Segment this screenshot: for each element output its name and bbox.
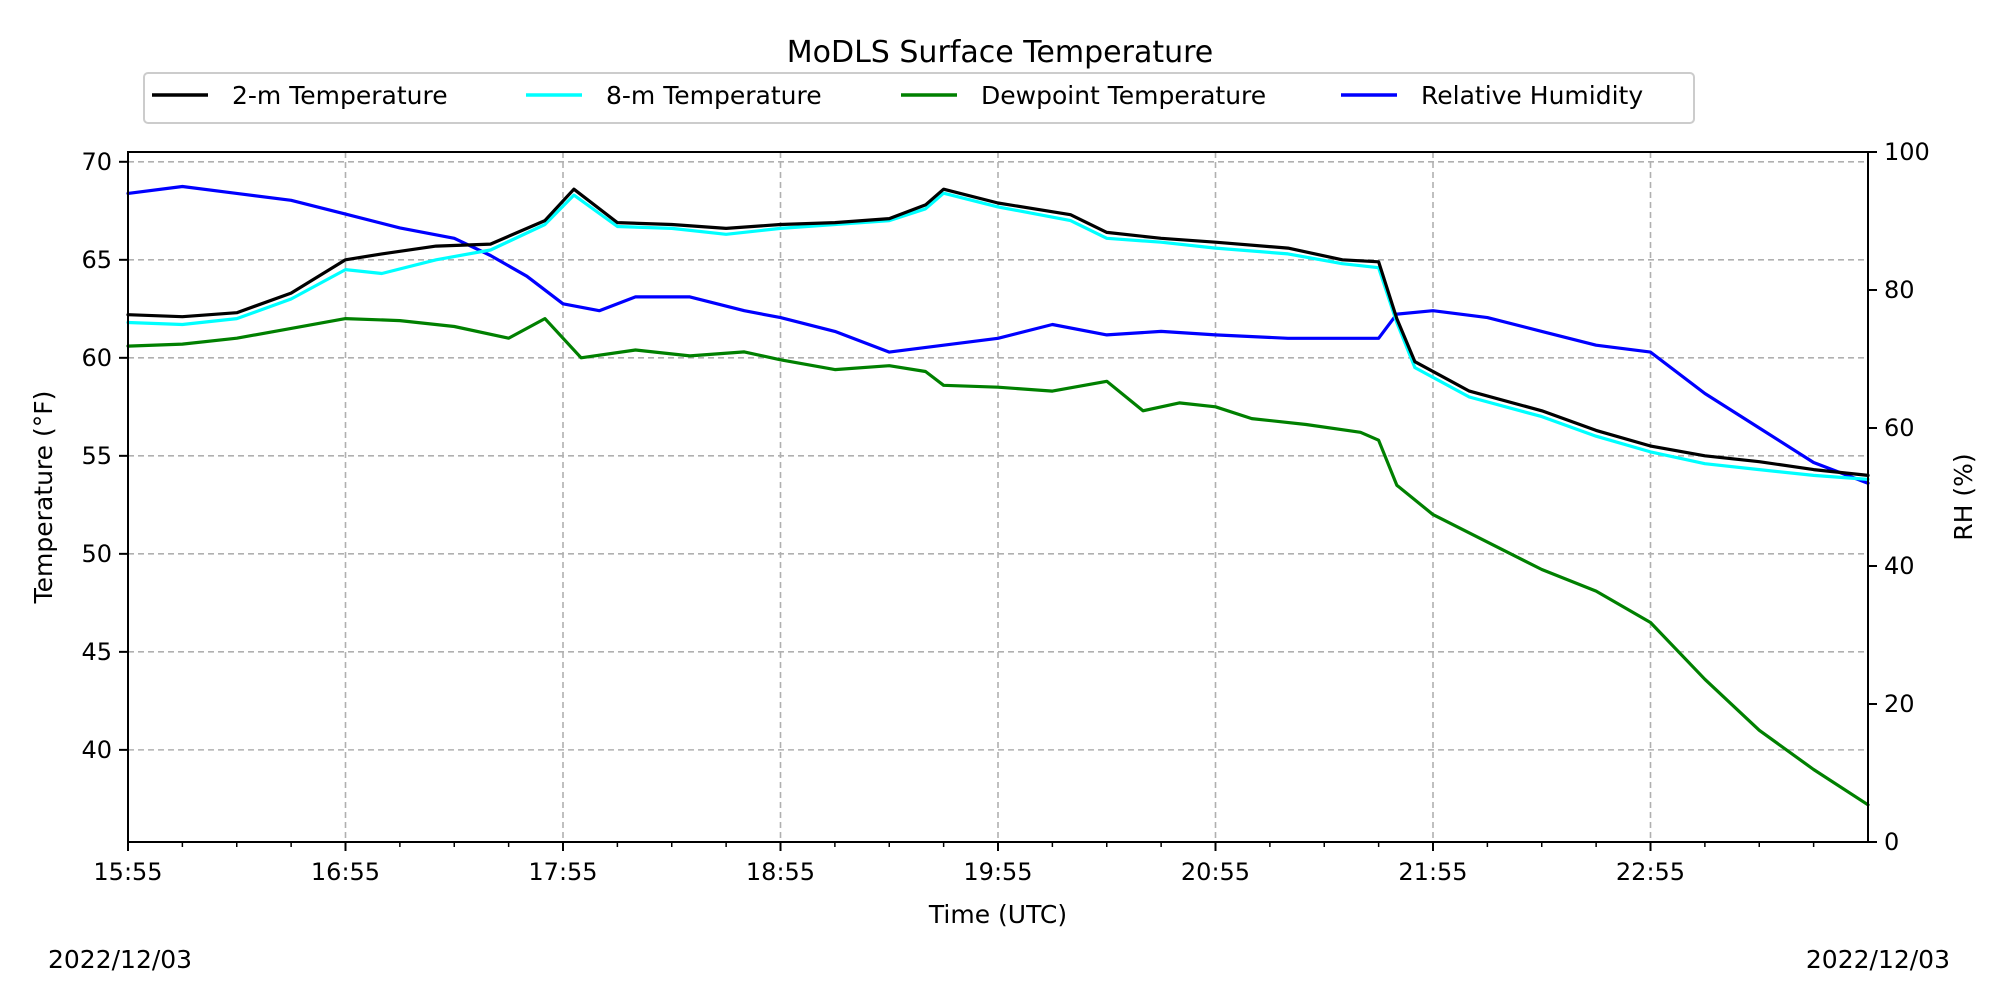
x-tick-label: 16:55 [311, 858, 380, 886]
legend-label: 8-m Temperature [606, 81, 822, 110]
legend-label: Relative Humidity [1421, 81, 1643, 110]
y-tick-label: 50 [81, 540, 112, 568]
y-axis-ticks: 40 45 50 55 60 65 70 [81, 148, 128, 764]
legend-box [143, 72, 1695, 124]
y2-tick-label: 60 [1884, 414, 1915, 442]
x-tick-label: 21:55 [1398, 858, 1467, 886]
x-axis-label: Time (UTC) [928, 900, 1067, 929]
x-tick-label: 20:55 [1181, 858, 1250, 886]
y2-tick-label: 100 [1884, 138, 1930, 166]
x-tick-label: 22:55 [1616, 858, 1685, 886]
x-tick-label: 15:55 [93, 858, 162, 886]
y-tick-label: 60 [81, 344, 112, 372]
y-tick-label: 55 [81, 442, 112, 470]
series-line-dewpoint-temperature [126, 317, 1870, 807]
x-tick-label: 19:55 [963, 858, 1032, 886]
x-tick-label: 18:55 [746, 858, 815, 886]
date-right: 2022/12/03 [1806, 945, 1950, 974]
y2-tick-label: 40 [1884, 552, 1915, 580]
y2-axis-ticks: 0 20 40 60 80 100 [1868, 138, 1930, 856]
series-lines [126, 184, 1870, 807]
legend-entries: 2-m Temperature 8-m Temperature Dewpoint T… [152, 81, 1643, 110]
x-tick-label: 17:55 [528, 858, 597, 886]
x-axis-ticks: 15:55 16:55 17:55 18:55 19:55 20:55 21:55 22:55 [93, 842, 1815, 886]
chart-title: MoDLS Surface Temperature [787, 35, 1214, 70]
legend-label: 2-m Temperature [232, 81, 448, 110]
date-left: 2022/12/03 [48, 945, 192, 974]
y-tick-label: 40 [81, 736, 112, 764]
y-axis-label: Temperature (°F) [29, 391, 58, 605]
legend: 2-m Temperature 8-m Temperature Dewpoint T… [143, 72, 1695, 124]
series-line-relative-humidity [126, 184, 1870, 485]
y-tick-label: 70 [81, 148, 112, 176]
y-tick-label: 65 [81, 246, 112, 274]
series-line-8-m-temperature [126, 191, 1870, 481]
y2-tick-label: 80 [1884, 276, 1915, 304]
grid-lines [128, 152, 1868, 842]
series-line-2-m-temperature [126, 187, 1870, 477]
y2-axis-label: RH (%) [1949, 453, 1978, 540]
y-tick-label: 45 [81, 638, 112, 666]
y2-tick-label: 20 [1884, 690, 1915, 718]
legend-label: Dewpoint Temperature [981, 81, 1266, 110]
y2-tick-label: 0 [1884, 828, 1899, 856]
